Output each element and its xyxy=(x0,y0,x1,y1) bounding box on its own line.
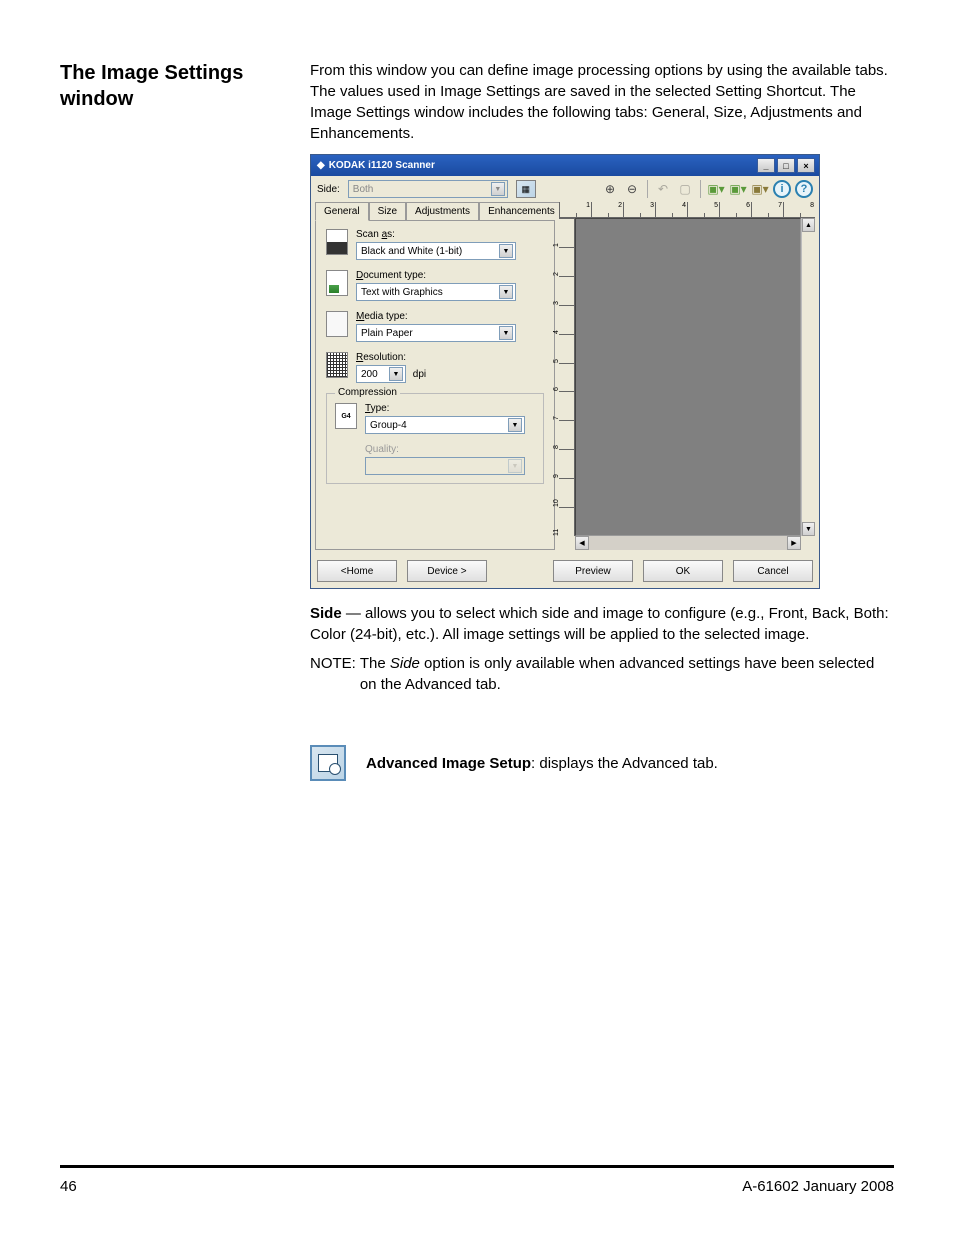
settings-icon: ▦ xyxy=(522,184,531,195)
chevron-down-icon: ▼ xyxy=(508,418,522,432)
scanner-icon: ◆ xyxy=(317,160,325,171)
separator xyxy=(647,180,648,198)
doc-ref: A-61602 January 2008 xyxy=(742,1178,894,1195)
document-type-select[interactable]: Text with Graphics ▼ xyxy=(356,283,516,301)
horizontal-ruler: 123 456 78 xyxy=(559,202,815,218)
tab-size[interactable]: Size xyxy=(369,202,406,220)
vertical-ruler: 12 34 56 78 910 11 xyxy=(559,218,575,536)
resolution-label: Resolution: xyxy=(356,352,544,363)
resolution-select[interactable]: 200 ▼ xyxy=(356,365,406,383)
tool-c-icon[interactable]: ▣▾ xyxy=(751,180,769,198)
scan-as-select[interactable]: Black and White (1-bit) ▼ xyxy=(356,242,516,260)
chevron-down-icon: ▼ xyxy=(499,326,513,340)
compression-type-label: Type: xyxy=(365,403,535,414)
scroll-right-button[interactable]: ▶ xyxy=(787,536,801,550)
device-button[interactable]: Device > xyxy=(407,560,487,582)
side-paragraph: Side — allows you to select which side a… xyxy=(310,603,894,645)
vertical-scrollbar[interactable]: ▲ ▼ xyxy=(801,218,815,536)
chevron-down-icon: ▼ xyxy=(491,182,505,196)
tool-a-icon[interactable]: ▣▾ xyxy=(707,180,725,198)
quality-select: ▼ xyxy=(365,457,525,475)
scan-as-label: Scan as: xyxy=(356,229,544,240)
tab-adjustments[interactable]: Adjustments xyxy=(406,202,479,220)
tab-general[interactable]: General xyxy=(315,202,369,221)
chevron-down-icon: ▼ xyxy=(499,285,513,299)
scroll-left-button[interactable]: ◀ xyxy=(575,536,589,550)
help-icon[interactable]: ? xyxy=(795,180,813,198)
advanced-image-setup-button[interactable]: ▦ xyxy=(516,180,536,198)
page-footer: 46 A-61602 January 2008 xyxy=(60,1165,894,1195)
section-heading: The Image Settings window xyxy=(60,60,280,112)
side-select[interactable]: Both ▼ xyxy=(348,180,508,198)
chevron-down-icon: ▼ xyxy=(499,244,513,258)
window-title: KODAK i1120 Scanner xyxy=(329,160,435,171)
scroll-up-button[interactable]: ▲ xyxy=(802,218,815,232)
media-type-icon xyxy=(326,311,348,337)
scan-as-icon xyxy=(326,229,348,255)
minimize-button[interactable]: _ xyxy=(757,158,775,173)
side-label: Side: xyxy=(317,184,340,195)
rotate-right-icon[interactable]: ▢ xyxy=(676,180,694,198)
advanced-setup-definition: Advanced Image Setup: displays the Advan… xyxy=(310,745,894,781)
preview-canvas xyxy=(575,218,801,536)
zoom-in-icon[interactable]: ⊕ xyxy=(601,180,619,198)
close-button[interactable]: × xyxy=(797,158,815,173)
compression-legend: Compression xyxy=(335,387,400,398)
compression-fieldset: Compression G4 Type: Group-4 ▼ xyxy=(326,393,544,484)
tool-b-icon[interactable]: ▣▾ xyxy=(729,180,747,198)
chevron-down-icon: ▼ xyxy=(389,367,403,381)
compression-type-select[interactable]: Group-4 ▼ xyxy=(365,416,525,434)
cancel-button[interactable]: Cancel xyxy=(733,560,813,582)
document-type-icon xyxy=(326,270,348,296)
scroll-down-button[interactable]: ▼ xyxy=(802,522,815,536)
resolution-icon xyxy=(326,352,348,378)
info-icon[interactable]: i xyxy=(773,180,791,198)
note-paragraph: NOTE: The Side option is only available … xyxy=(310,653,894,695)
separator xyxy=(700,180,701,198)
quality-label: Quality: xyxy=(365,444,535,455)
general-panel: Scan as: Black and White (1-bit) ▼ Docum… xyxy=(315,220,555,550)
window-titlebar: ◆ KODAK i1120 Scanner _ □ × xyxy=(311,155,819,176)
ok-button[interactable]: OK xyxy=(643,560,723,582)
home-button[interactable]: < Home xyxy=(317,560,397,582)
advanced-setup-icon xyxy=(310,745,346,781)
tab-enhancements[interactable]: Enhancements xyxy=(479,202,564,220)
maximize-button[interactable]: □ xyxy=(777,158,795,173)
dpi-label: dpi xyxy=(413,369,426,380)
media-type-label: Media type: xyxy=(356,311,544,322)
rotate-left-icon[interactable]: ↶ xyxy=(654,180,672,198)
document-type-label: Document type: xyxy=(356,270,544,281)
horizontal-scrollbar[interactable]: ◀ ▶ xyxy=(559,536,815,550)
zoom-out-icon[interactable]: ⊖ xyxy=(623,180,641,198)
image-settings-window: ◆ KODAK i1120 Scanner _ □ × Side: Both ▼… xyxy=(310,154,820,589)
intro-text: From this window you can define image pr… xyxy=(310,60,894,144)
media-type-select[interactable]: Plain Paper ▼ xyxy=(356,324,516,342)
compression-icon: G4 xyxy=(335,403,357,429)
chevron-down-icon: ▼ xyxy=(508,459,522,473)
preview-button[interactable]: Preview xyxy=(553,560,633,582)
tabs: General Size Adjustments Enhancements xyxy=(315,202,555,220)
page-number: 46 xyxy=(60,1178,77,1195)
